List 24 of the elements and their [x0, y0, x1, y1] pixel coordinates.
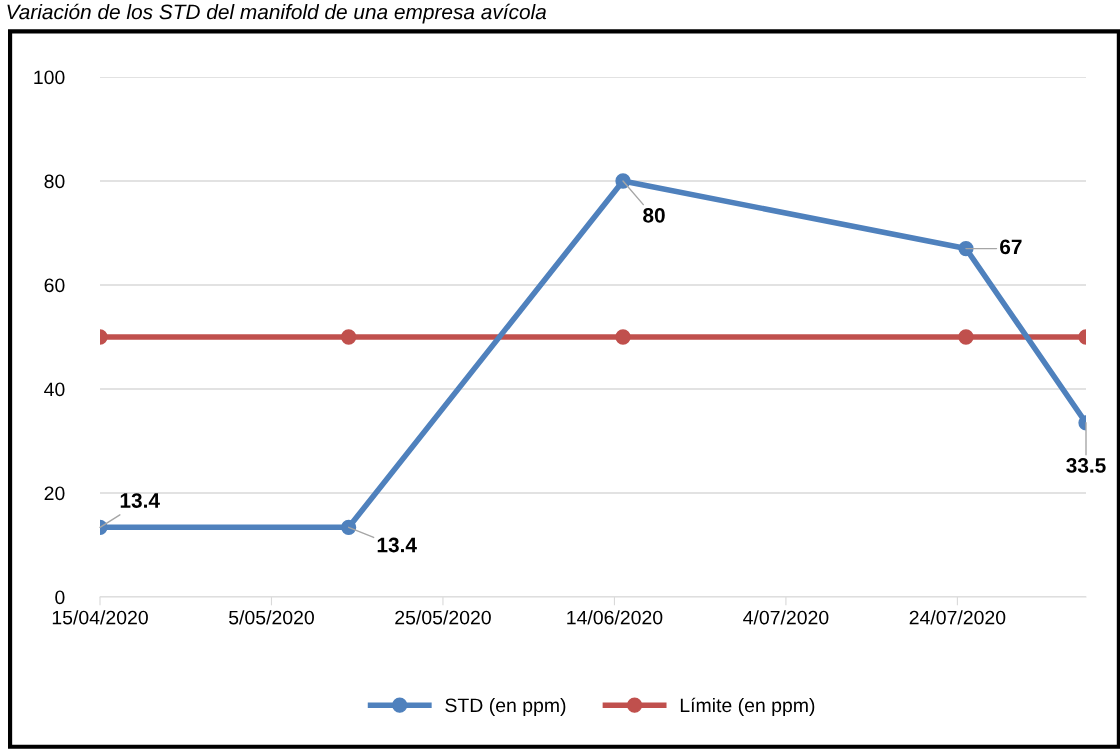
x-tick-label: 24/07/2020: [909, 610, 1006, 625]
y-tick-label: 80: [44, 174, 65, 189]
data-label: 67: [1000, 239, 1022, 255]
chart-title: Variación de los STD del manifold de una empresa avícola: [7, 3, 547, 24]
point: [615, 329, 631, 345]
legend-label: STD (en ppm): [445, 697, 566, 717]
legend-label: Límite (en ppm): [680, 697, 815, 717]
y-tick-label: 40: [44, 382, 65, 397]
y-tick-label: 0: [55, 590, 65, 605]
point: [615, 173, 631, 189]
x-tick-label: 4/07/2020: [743, 610, 829, 625]
data-label: 13.4: [377, 537, 417, 553]
y-tick-label: 20: [44, 486, 65, 501]
x-tick-label: 25/05/2020: [395, 610, 491, 625]
data-label: 80: [643, 207, 665, 223]
point: [341, 329, 357, 345]
point: [341, 519, 357, 535]
y-tick-label: 100: [34, 70, 65, 85]
data-label: 33.5: [1066, 458, 1106, 473]
x-tick-label: 5/05/2020: [229, 610, 314, 625]
y-tick-label: 60: [44, 278, 65, 293]
x-tick-label: 15/04/2020: [52, 610, 148, 625]
x-tick-label: 14/06/2020: [567, 610, 663, 625]
data-label: 13.4: [120, 493, 160, 508]
